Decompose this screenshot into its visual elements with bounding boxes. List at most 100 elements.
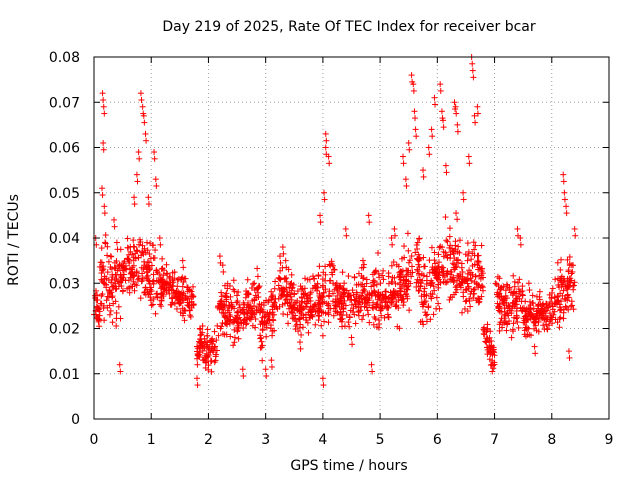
data-point [410, 81, 417, 88]
data-point [432, 260, 439, 267]
data-point [280, 250, 287, 257]
y-tick-label: 0.04 [49, 231, 80, 247]
data-point [365, 291, 372, 298]
data-point [104, 269, 111, 276]
data-point [101, 110, 108, 117]
data-point [556, 301, 563, 308]
y-tick-label: 0.01 [49, 367, 80, 383]
data-point [315, 273, 322, 280]
data-point [331, 266, 338, 273]
data-point [127, 248, 134, 255]
data-point [269, 309, 276, 316]
data-point [225, 317, 232, 324]
data-point [268, 288, 275, 295]
data-point [112, 271, 119, 278]
data-point [571, 225, 578, 232]
data-point [306, 306, 313, 313]
data-point [557, 266, 564, 273]
data-point [94, 315, 101, 322]
data-point [515, 324, 522, 331]
data-point [414, 276, 421, 283]
data-point [423, 281, 430, 288]
data-point [510, 272, 517, 279]
data-point [314, 287, 321, 294]
data-point [370, 282, 377, 289]
data-point [104, 252, 111, 259]
data-point [378, 312, 385, 319]
data-point [255, 285, 262, 292]
data-point [160, 278, 167, 285]
data-point [428, 244, 435, 251]
data-point [247, 316, 254, 323]
data-point [337, 315, 344, 322]
data-point [152, 247, 159, 254]
data-point [388, 299, 395, 306]
data-point [373, 324, 380, 331]
data-point [401, 282, 408, 289]
data-point [355, 309, 362, 316]
data-point [297, 339, 303, 346]
data-point [168, 286, 175, 293]
data-point [571, 282, 578, 289]
data-point [222, 312, 229, 319]
data-point [174, 283, 181, 290]
data-point [199, 347, 206, 354]
data-point [555, 275, 562, 282]
data-point [502, 287, 509, 294]
data-point [199, 322, 206, 329]
data-point [381, 314, 388, 321]
data-point [231, 339, 238, 346]
data-point [294, 297, 301, 304]
data-point [129, 266, 136, 273]
data-point [385, 314, 392, 321]
data-point [214, 322, 221, 329]
data-point [289, 285, 296, 292]
data-point [129, 274, 136, 281]
data-point [452, 289, 459, 296]
data-point [154, 269, 161, 276]
data-point [390, 258, 397, 265]
data-point [322, 130, 329, 137]
data-point [204, 326, 211, 333]
data-point [131, 194, 138, 201]
data-point [291, 291, 298, 298]
data-point [263, 324, 270, 331]
data-point [134, 178, 141, 185]
data-point [428, 126, 435, 133]
data-point [132, 255, 139, 262]
data-point [138, 278, 145, 285]
data-point [353, 291, 360, 298]
data-point [258, 301, 265, 308]
data-point [452, 284, 459, 291]
data-point [106, 311, 113, 318]
data-point [543, 316, 550, 323]
data-point [511, 283, 518, 290]
data-point [216, 253, 223, 260]
data-point [318, 294, 325, 301]
data-point [454, 216, 461, 223]
data-point [522, 333, 529, 340]
data-point [269, 294, 276, 301]
data-point [570, 286, 577, 293]
data-point [467, 272, 474, 279]
data-point [363, 276, 370, 283]
data-point [281, 300, 288, 307]
data-point [163, 280, 170, 287]
data-point [352, 297, 359, 304]
data-point [544, 304, 551, 311]
data-point [102, 240, 109, 247]
data-point [197, 344, 204, 351]
data-point [469, 60, 476, 67]
data-point [101, 210, 108, 217]
data-point [435, 264, 442, 271]
data-point [510, 328, 517, 335]
data-point [431, 257, 438, 264]
data-point [254, 273, 261, 280]
data-point [235, 289, 242, 296]
data-point [167, 273, 174, 280]
data-point [479, 287, 486, 294]
data-point [203, 358, 210, 365]
data-point [395, 297, 402, 304]
data-point [163, 270, 170, 277]
data-point [505, 312, 512, 319]
